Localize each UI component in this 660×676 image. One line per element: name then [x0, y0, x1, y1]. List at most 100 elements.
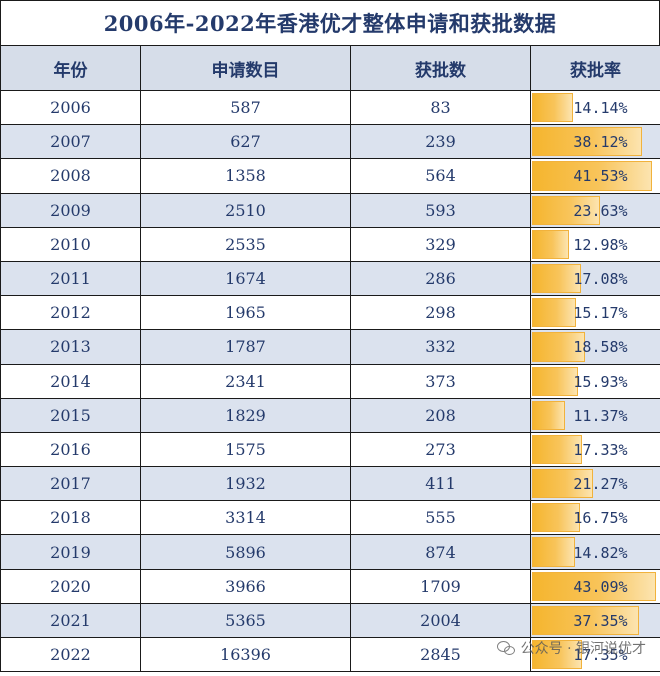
approved-cell: 286: [350, 260, 531, 297]
rate-value: 17.33%: [573, 440, 628, 459]
year-cell: 2010: [0, 226, 141, 262]
approved-cell: 273: [350, 431, 531, 468]
rate-cell: 12.98%: [530, 226, 660, 262]
approved-cell: 411: [350, 466, 531, 502]
applications-cell: 2535: [140, 226, 351, 262]
rate-data-bar: [532, 640, 582, 670]
rate-data-bar: [532, 400, 565, 430]
approved-cell: 1709: [350, 568, 531, 604]
watermark-text: 公众号 · 银河说优才: [520, 641, 646, 657]
applications-cell: 1575: [140, 431, 351, 468]
applications-cell: 2341: [140, 363, 351, 399]
rate-value: 16.75%: [573, 509, 628, 528]
table-row: 2022 16396 2845 17.35%: [0, 636, 660, 673]
approved-cell: 593: [350, 192, 531, 228]
rate-value: 14.82%: [573, 543, 628, 562]
rate-data-bar: [532, 298, 576, 328]
rate-data-bar: [532, 332, 585, 362]
rate-data-bar: [532, 366, 578, 396]
rate-value: 43.09%: [573, 577, 628, 596]
year-cell: 2006: [0, 89, 141, 126]
approved-cell: 874: [350, 534, 531, 570]
rate-cell: 41.53%: [530, 158, 660, 194]
rate-value: 17.08%: [573, 270, 628, 289]
approved-cell: 329: [350, 226, 531, 262]
rate-value: 38.12%: [573, 133, 628, 152]
year-cell: 2008: [0, 158, 141, 194]
year-cell: 2012: [0, 295, 141, 331]
approved-cell: 564: [350, 158, 531, 194]
rate-data-bar: [532, 263, 581, 294]
table-row: 2015 1829 208 11.37%: [0, 397, 660, 433]
rate-value: 15.93%: [573, 372, 628, 391]
table-row: 2010 2535 329 12.98%: [0, 226, 660, 262]
rate-cell: 17.08%: [530, 260, 660, 297]
rate-value: 15.17%: [573, 304, 628, 323]
year-cell: 2016: [0, 431, 141, 468]
applications-cell: 2510: [140, 192, 351, 228]
rate-cell: 14.14%: [530, 89, 660, 126]
approved-cell: 2845: [350, 636, 531, 673]
column-header-year: 年份: [0, 45, 141, 91]
rate-value: 14.14%: [573, 99, 628, 118]
column-header-rate: 获批率: [530, 45, 660, 91]
table-row: 2011 1674 286 17.08%: [0, 260, 660, 297]
approved-cell: 2004: [350, 602, 531, 639]
table-header-row: 年份 申请数目 获批数 获批率: [0, 45, 660, 91]
table-row: 2012 1965 298 15.17%: [0, 295, 660, 331]
applications-cell: 627: [140, 124, 351, 160]
year-cell: 2011: [0, 260, 141, 297]
applications-cell: 1787: [140, 329, 351, 365]
rate-value: 21.27%: [573, 475, 628, 494]
applications-cell: 1358: [140, 158, 351, 194]
rate-cell: 17.35%: [530, 636, 660, 673]
year-cell: 2018: [0, 500, 141, 536]
rate-cell: 14.82%: [530, 534, 660, 570]
rate-cell: 37.35%: [530, 602, 660, 639]
table-row: 2017 1932 411 21.27%: [0, 466, 660, 502]
approved-cell: 208: [350, 397, 531, 433]
applications-cell: 1932: [140, 466, 351, 502]
rate-cell: 15.17%: [530, 295, 660, 331]
rate-value: 37.35%: [573, 611, 628, 630]
year-cell: 2013: [0, 329, 141, 365]
watermark: 公众号 · 银河说优才: [496, 638, 646, 658]
applications-cell: 1674: [140, 260, 351, 297]
approved-cell: 298: [350, 295, 531, 331]
applications-cell: 5365: [140, 602, 351, 639]
year-cell: 2014: [0, 363, 141, 399]
year-cell: 2019: [0, 534, 141, 570]
approved-cell: 555: [350, 500, 531, 536]
applications-cell: 587: [140, 89, 351, 126]
rate-value: 23.63%: [573, 201, 628, 220]
approved-cell: 332: [350, 329, 531, 365]
table-row: 2021 5365 2004 37.35%: [0, 602, 660, 639]
column-header-applications: 申请数目: [140, 45, 351, 91]
rate-value: 18.58%: [573, 338, 628, 357]
rate-data-bar: [532, 93, 573, 123]
rate-cell: 38.12%: [530, 124, 660, 160]
year-cell: 2007: [0, 124, 141, 160]
table-row: 2014 2341 373 15.93%: [0, 363, 660, 399]
year-cell: 2021: [0, 602, 141, 639]
rate-cell: 15.93%: [530, 363, 660, 399]
rate-data-bar: [532, 605, 639, 635]
applications-cell: 1965: [140, 295, 351, 331]
rate-cell: 11.37%: [530, 397, 660, 433]
rate-data-bar: [532, 503, 580, 533]
rate-data-bar: [532, 161, 652, 191]
approved-cell: 83: [350, 89, 531, 126]
applications-cell: 3966: [140, 568, 351, 604]
year-cell: 2009: [0, 192, 141, 228]
rate-cell: 18.58%: [530, 329, 660, 365]
rate-data-bar: [532, 127, 642, 157]
rate-data-bar: [532, 469, 593, 499]
rate-value: 12.98%: [573, 235, 628, 254]
table-row: 2009 2510 593 23.63%: [0, 192, 660, 228]
wechat-icon: [496, 641, 515, 655]
column-header-approved: 获批数: [350, 45, 531, 91]
approved-cell: 239: [350, 124, 531, 160]
approval-data-table: 年份 申请数目 获批数 获批率 2006 587 83 14.14% 2007 627 23…: [0, 45, 660, 673]
rate-cell: 16.75%: [530, 500, 660, 536]
